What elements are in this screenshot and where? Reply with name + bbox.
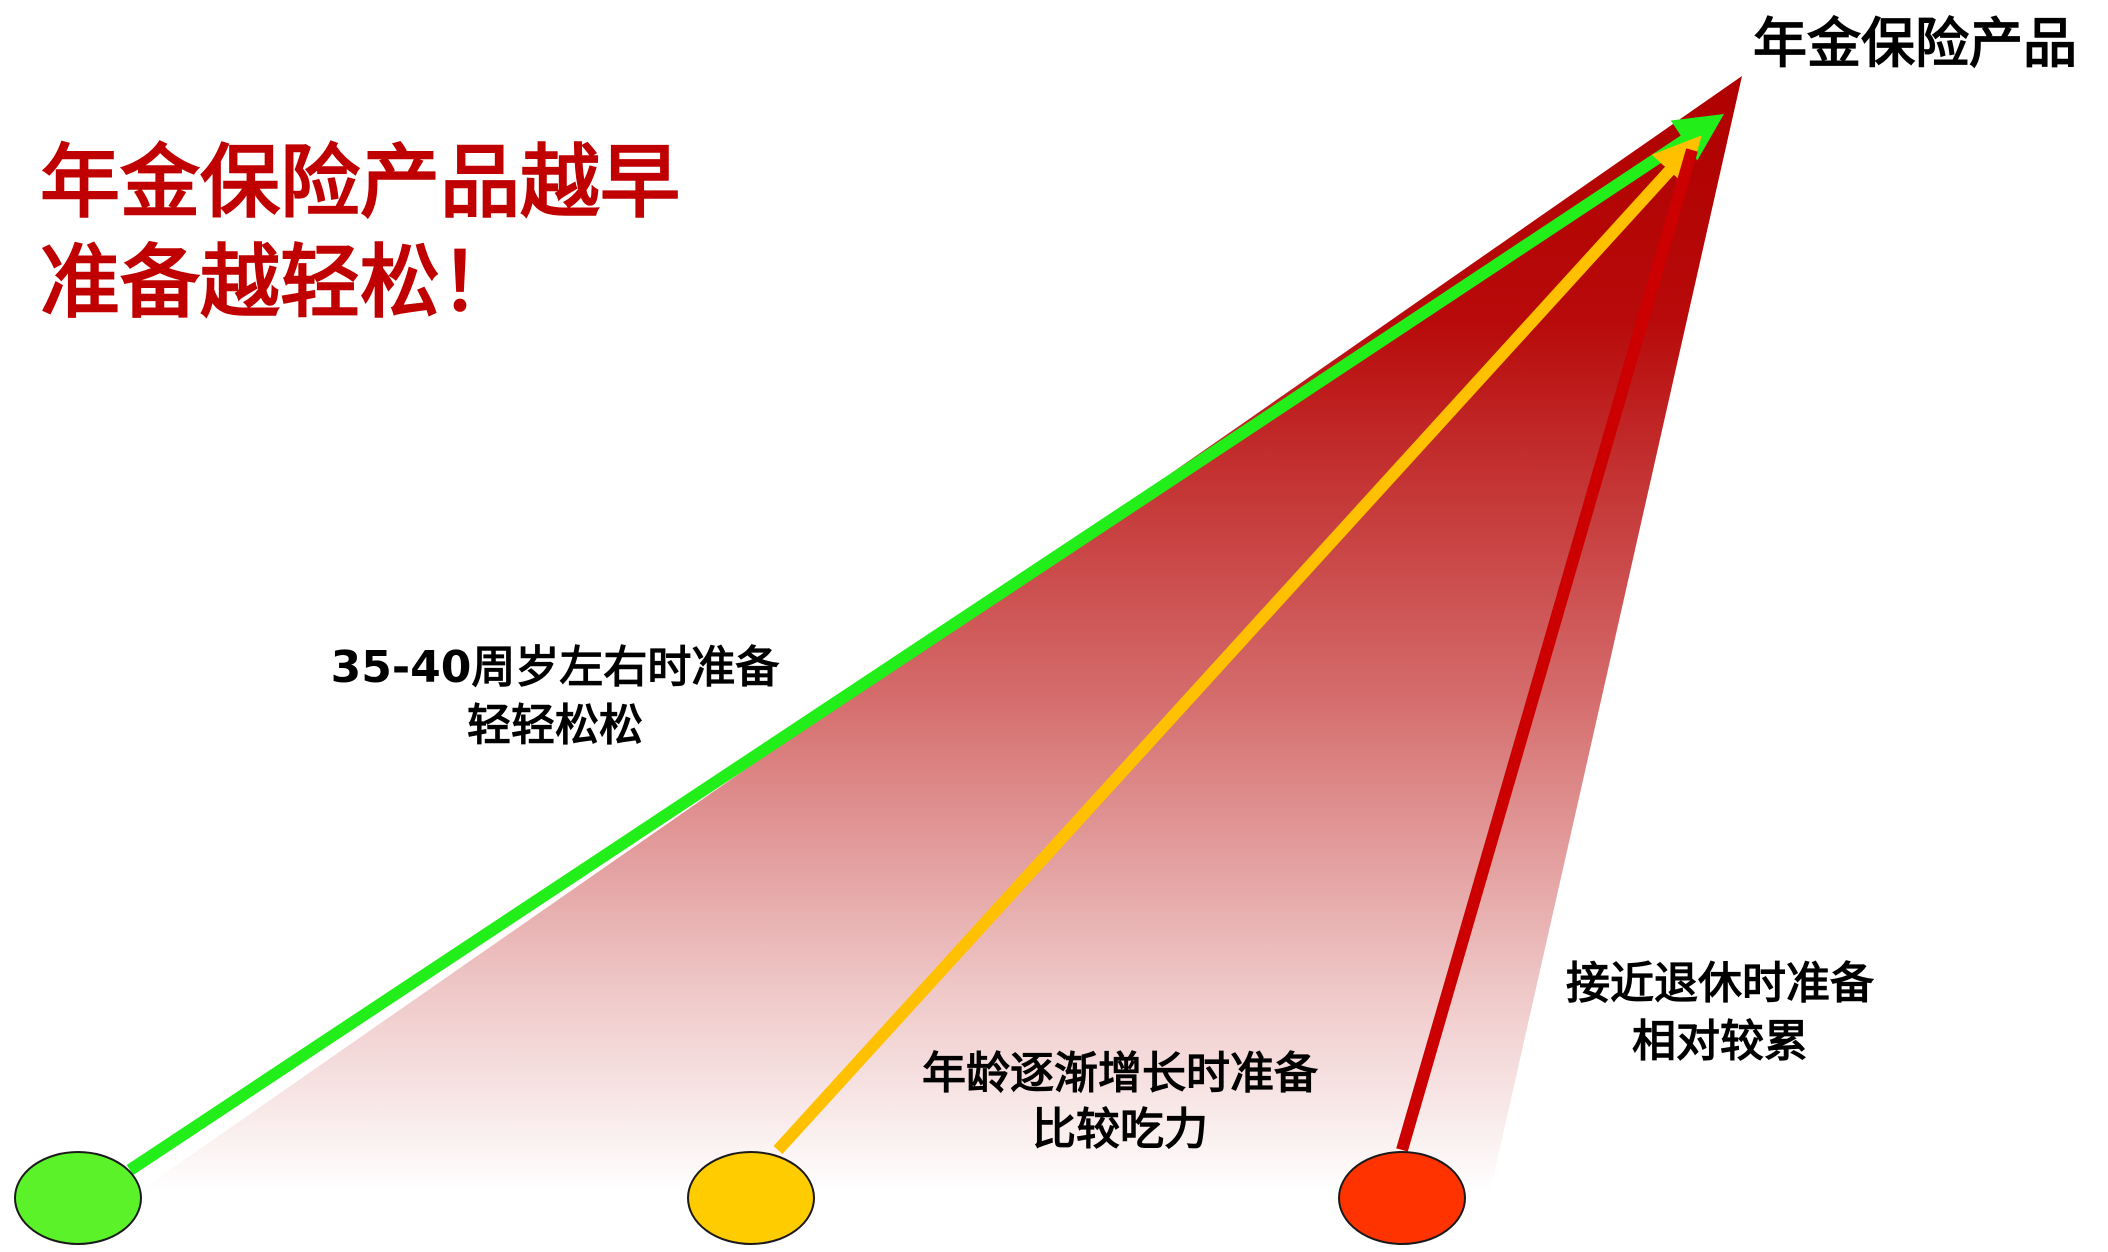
late-caption-line2: 相对较累 [1632, 1016, 1808, 1067]
late-dot [1338, 1151, 1466, 1245]
middle-caption-line2: 比较吃力 [1032, 1104, 1208, 1155]
early-dot [14, 1151, 142, 1245]
early-caption-line1: 35-40周岁左右时准备 [331, 642, 781, 693]
middle-caption-line1: 年龄逐渐增长时准备 [922, 1048, 1319, 1099]
middle-arrow [773, 135, 1702, 1155]
peak-label: 年金保险产品 [1753, 12, 2077, 75]
headline-line2: 准备越轻松！ [40, 236, 520, 329]
headline-line1: 年金保险产品越早 [40, 136, 680, 229]
late-caption-line1: 接近退休时准备 [1566, 958, 1875, 1009]
early-caption-line2: 轻轻松松 [467, 700, 643, 751]
middle-dot [687, 1151, 815, 1245]
early-arrow [126, 114, 1725, 1176]
late-arrow [1396, 148, 1698, 1152]
